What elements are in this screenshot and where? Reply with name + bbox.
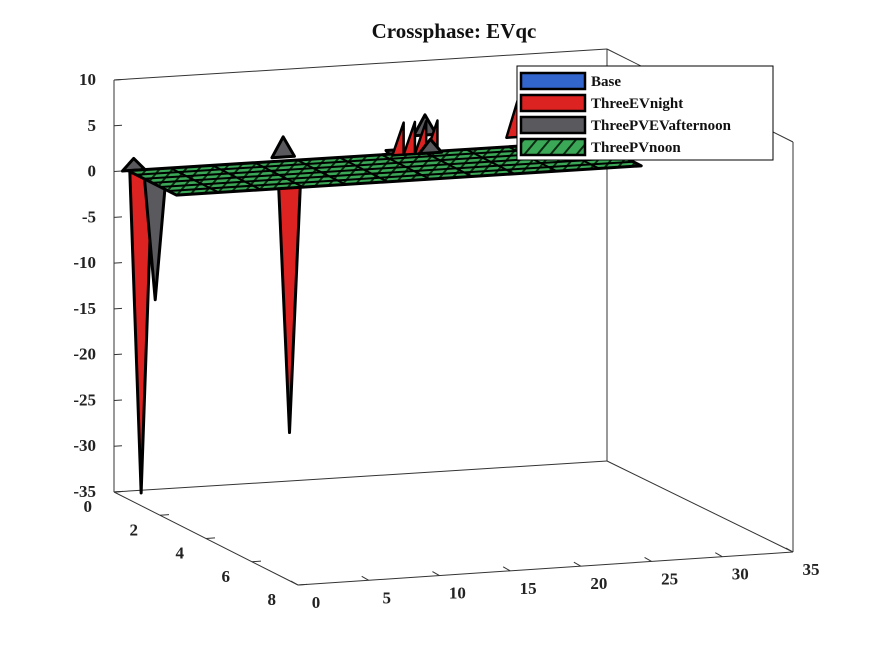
x-tick-mark bbox=[785, 547, 794, 553]
x-tick-label: 5 bbox=[382, 588, 391, 607]
z-tick-label: -20 bbox=[73, 345, 96, 364]
legend-label: ThreePVEVafternoon bbox=[591, 118, 732, 134]
z-tick-mark bbox=[113, 262, 123, 264]
x-tick-label: 0 bbox=[312, 593, 321, 612]
y-tick-mark bbox=[205, 537, 216, 539]
z-tick-label: 10 bbox=[79, 70, 96, 89]
chart-title: Crossphase: EVqc bbox=[372, 19, 537, 43]
z-tick-label: -5 bbox=[82, 207, 96, 226]
threeevnight-spike bbox=[276, 173, 303, 435]
threepvevafternoon-peak bbox=[270, 135, 296, 160]
x-tick-label: 20 bbox=[590, 574, 607, 593]
y-tick-mark bbox=[159, 514, 170, 516]
legend-swatch bbox=[519, 137, 587, 157]
legend-label: Base bbox=[591, 74, 621, 90]
z-tick-label: -15 bbox=[73, 299, 96, 318]
back-top-edge bbox=[113, 48, 608, 81]
y-tick-mark bbox=[251, 560, 262, 563]
z-tick-mark bbox=[113, 399, 123, 401]
y-tick-mark bbox=[297, 583, 308, 586]
threeevnight-ridge bbox=[505, 99, 519, 139]
threepvevafternoon-peak bbox=[417, 137, 444, 156]
legend-swatch bbox=[519, 115, 587, 135]
x-tick-label: 35 bbox=[803, 560, 820, 579]
right-floor-edge bbox=[606, 460, 794, 553]
z-tick-mark bbox=[113, 307, 123, 310]
back-floor-edge bbox=[113, 460, 608, 493]
z-tick-mark bbox=[113, 79, 123, 81]
y-tick-label: 0 bbox=[84, 497, 93, 516]
x-tick-mark bbox=[715, 552, 723, 558]
x-axis-line bbox=[297, 551, 794, 586]
x-tick-label: 30 bbox=[732, 565, 749, 584]
z-tick-label: 0 bbox=[88, 162, 97, 181]
z-tick-mark bbox=[113, 353, 123, 356]
x-tick-label: 10 bbox=[449, 584, 466, 603]
threeevnight-ridge bbox=[391, 121, 405, 157]
legend-swatch bbox=[519, 93, 587, 113]
x-tick-mark bbox=[644, 556, 652, 562]
z-tick-mark bbox=[113, 216, 123, 218]
z-tick-mark bbox=[113, 170, 123, 173]
legend-label: ThreePVnoon bbox=[591, 140, 681, 156]
z-tick-label: 5 bbox=[88, 116, 97, 135]
z-tick-label: -35 bbox=[73, 482, 96, 501]
x-tick-mark bbox=[573, 561, 582, 567]
x-axis-ticks: 0 5 10 15 20 25 30 35 bbox=[290, 547, 820, 612]
x-tick-mark bbox=[432, 571, 440, 577]
surface-grid-line bbox=[160, 156, 626, 188]
surface-grid-line bbox=[168, 160, 634, 193]
z-axis-ticks: 10 5 0 -5 -10 -15 -20 -25 -30 -35 bbox=[73, 70, 123, 501]
threeevnight-ridge bbox=[402, 120, 417, 156]
z-tick-label: -30 bbox=[73, 436, 96, 455]
x-tick-mark bbox=[361, 575, 369, 581]
y-tick-label: 8 bbox=[268, 590, 277, 609]
y-tick-label: 2 bbox=[130, 520, 139, 539]
z-tick-mark bbox=[113, 124, 123, 127]
y-axis-ticks: 0 2 4 6 8 bbox=[84, 490, 308, 609]
legend-swatch bbox=[519, 71, 587, 91]
z-tick-label: -10 bbox=[73, 253, 96, 272]
y-tick-mark bbox=[113, 490, 124, 493]
z-tick-mark bbox=[113, 445, 123, 447]
y-tick-label: 6 bbox=[222, 567, 231, 586]
z-tick-label: -25 bbox=[73, 390, 96, 409]
x-tick-label: 25 bbox=[661, 569, 678, 588]
x-tick-mark bbox=[290, 580, 299, 586]
x-tick-mark bbox=[502, 566, 511, 572]
legend: Base ThreeEVnight ThreePVEVafternoon ThreeP… bbox=[516, 65, 774, 161]
y-tick-label: 4 bbox=[176, 544, 185, 563]
surface-grid-line bbox=[128, 140, 593, 172]
surface-grid-line bbox=[176, 164, 642, 197]
x-tick-label: 15 bbox=[520, 579, 537, 598]
legend-label: ThreeEVnight bbox=[591, 96, 683, 112]
